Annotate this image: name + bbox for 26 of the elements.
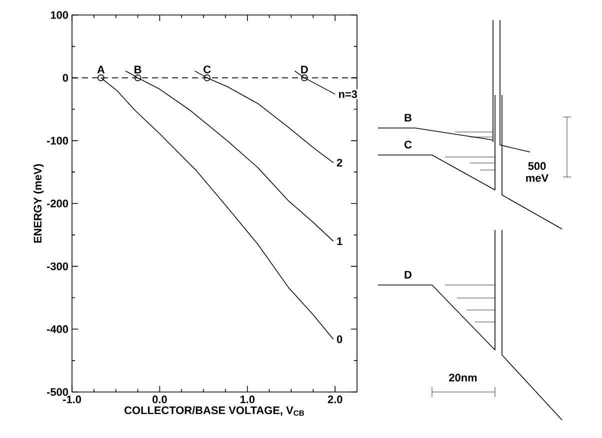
series-label: n=3 <box>339 90 358 98</box>
y-tick-label: -200 <box>46 200 68 208</box>
text: D <box>404 270 412 278</box>
text: B <box>404 114 412 122</box>
annotation: B <box>134 66 142 74</box>
series-label: 0 <box>336 335 342 344</box>
legend-label: 1 <box>337 237 342 245</box>
text: C <box>404 140 412 148</box>
annotation: D <box>301 66 308 74</box>
y-tick-label: 100 <box>50 11 68 19</box>
y-tick-label: -400 <box>46 325 68 334</box>
y-tick-label: 0 <box>62 74 68 82</box>
x-tick-label: -1.0 <box>62 396 81 404</box>
text: 500 meV <box>526 162 548 182</box>
annotation: C <box>204 66 211 74</box>
y-tick-label: -300 <box>46 262 68 270</box>
x-tick-label: 1.0 <box>240 396 255 404</box>
y-axis-title: ENERGY (meV) <box>34 164 44 243</box>
y-tick-label: -500 <box>46 388 68 396</box>
text: 20nm <box>449 374 477 382</box>
series-label: 2 <box>336 158 342 166</box>
y-tick-label: -100 <box>46 136 68 145</box>
x-tick-label: 0.0 <box>152 396 167 404</box>
x-tick-label: 2.0 <box>328 396 342 404</box>
annotation: A <box>97 66 105 74</box>
x-axis-title: COLLECTOR/BASE VOLTAGE, V$_{CB}$ <box>124 406 304 416</box>
